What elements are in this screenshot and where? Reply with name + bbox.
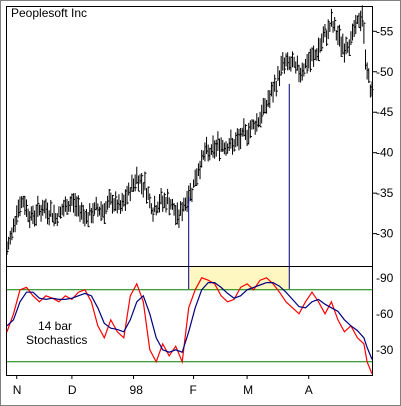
price-bar [327, 19, 330, 40]
price-bar [261, 104, 264, 124]
stochastics-axis: -30 -60 -90 [376, 271, 394, 357]
price-bar [126, 185, 129, 205]
price-bar [167, 188, 170, 205]
price-bar [350, 31, 353, 46]
price-bar [233, 139, 236, 152]
price-bar [37, 195, 40, 217]
price-bar [87, 212, 90, 228]
price-bar [249, 120, 252, 139]
price-bar [292, 51, 295, 68]
price-bar [103, 203, 106, 224]
stochastics-panel [6, 267, 373, 375]
price-bar [111, 194, 115, 214]
price-tick-label: -55 [376, 24, 394, 38]
price-bar [108, 189, 111, 208]
price-bar [348, 39, 351, 56]
price-bar [330, 8, 334, 27]
price-tick-label: -40 [376, 146, 394, 160]
price-bar [147, 186, 150, 200]
time-tick-label: A [305, 383, 313, 397]
price-tick-label: -45 [376, 105, 394, 119]
price-tick-label: -50 [376, 65, 394, 79]
price-bar [60, 206, 63, 219]
time-tick-label: F [190, 383, 197, 397]
chart-title: Peoplesoft Inc [11, 6, 87, 20]
price-bar [165, 197, 168, 213]
price-bar [280, 55, 283, 76]
price-bar [275, 80, 278, 97]
price-bar [56, 213, 59, 226]
price-bar [160, 187, 163, 205]
price-bar [77, 195, 80, 217]
time-tick-label: N [13, 383, 22, 397]
price-bar [326, 30, 329, 47]
time-tick-label: M [243, 383, 253, 397]
price-bar [363, 22, 366, 44]
time-axis: N D 98 F M A [13, 375, 313, 397]
price-bar [92, 203, 95, 224]
price-bar [141, 173, 144, 195]
price-bar [50, 199, 53, 217]
price-bar [371, 81, 374, 97]
price-bar [168, 197, 171, 216]
price-bar [25, 199, 29, 217]
price-bar [193, 179, 196, 188]
plot-frame [6, 6, 373, 376]
stochastics-tick-label: -60 [376, 307, 394, 321]
price-bar [219, 138, 222, 162]
price-bar [105, 201, 108, 215]
price-bar [134, 174, 137, 192]
stochastics-tick-label: -90 [376, 271, 394, 285]
price-bar [368, 68, 371, 84]
price-bar [115, 191, 118, 211]
price-bar [149, 193, 152, 209]
price-bar [274, 74, 277, 92]
price-bar [309, 48, 312, 73]
price-bar [345, 36, 348, 55]
price-bar [340, 36, 343, 57]
stochastics-label-line: 14 bar [38, 319, 72, 333]
price-axis: -30 -35 -40 -45 -50 -55 [372, 24, 394, 241]
price-bar [19, 196, 22, 217]
price-bar [11, 227, 14, 241]
price-bar [321, 33, 324, 52]
price-bar [324, 24, 327, 38]
price-bar [144, 171, 147, 191]
series-line-pct-k [6, 277, 373, 375]
price-bar [100, 201, 103, 222]
price-bar [137, 175, 140, 192]
price-bar [152, 207, 155, 222]
price-bar [146, 188, 149, 204]
price-bar [317, 37, 321, 62]
price-bar [361, 5, 364, 27]
price-bar [306, 54, 309, 74]
price-bar [283, 57, 286, 74]
price-bar [259, 111, 262, 128]
price-bar [339, 24, 342, 47]
price-bar [191, 187, 194, 202]
price-bar [244, 124, 248, 140]
price-bar [196, 168, 199, 186]
time-tick-label: D [68, 383, 77, 397]
price-bar [303, 63, 306, 77]
price-bar [163, 192, 166, 208]
time-tick-label: 98 [130, 383, 144, 397]
price-bar [16, 205, 19, 225]
price-bar [6, 241, 9, 255]
stochastics-label-line: Stochastics [26, 333, 87, 347]
price-panel [6, 5, 374, 289]
price-tick-label: -30 [376, 227, 394, 241]
price-tick-label: -35 [376, 186, 394, 200]
stochastics-tick-label: -30 [376, 343, 394, 357]
price-bar [82, 204, 85, 224]
series-line-pct-d [6, 282, 373, 360]
price-bar [66, 199, 69, 215]
price-bar [334, 16, 337, 32]
